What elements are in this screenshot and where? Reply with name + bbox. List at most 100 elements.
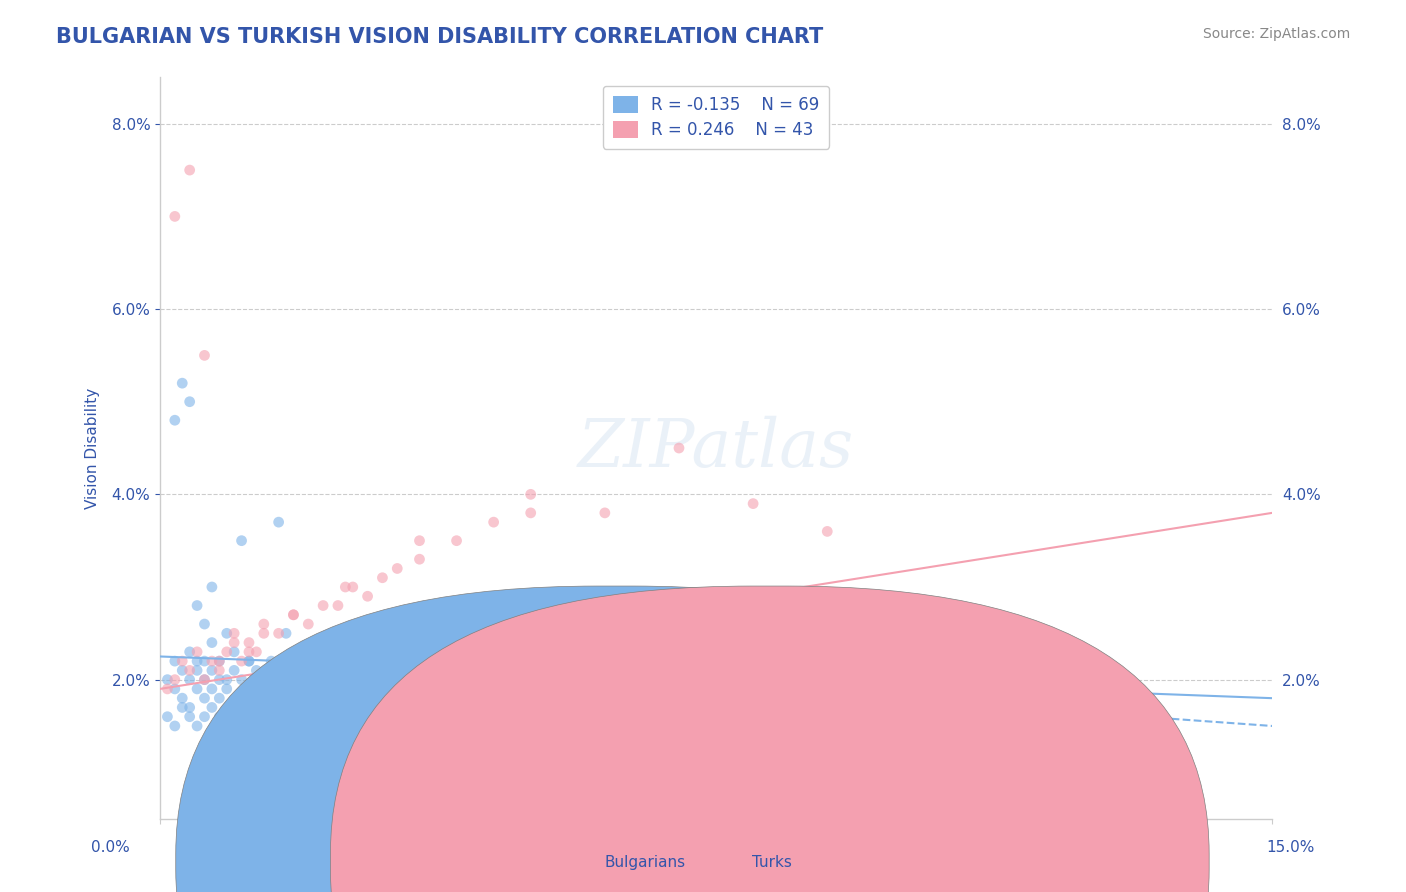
Point: [156, 673, 179, 687]
Point: [201, 681, 224, 696]
Point: [215, 681, 238, 696]
Point: [215, 673, 238, 687]
Point: [193, 709, 215, 723]
Point: [312, 691, 335, 706]
Point: [253, 626, 276, 640]
FancyBboxPatch shape: [176, 586, 1054, 892]
Point: [201, 664, 224, 678]
Point: [179, 163, 201, 178]
Point: [260, 654, 283, 668]
Point: [245, 645, 267, 659]
Point: [179, 394, 201, 409]
Point: [215, 719, 238, 733]
Point: [208, 654, 231, 668]
Point: [238, 691, 260, 706]
Point: [163, 681, 186, 696]
Point: [156, 709, 179, 723]
Point: [172, 691, 194, 706]
Point: [297, 617, 319, 632]
Point: [416, 654, 439, 668]
Point: [631, 654, 654, 668]
Point: [371, 664, 394, 678]
Point: [224, 626, 246, 640]
Text: Turks: Turks: [752, 855, 792, 870]
Point: [305, 673, 328, 687]
Point: [387, 673, 409, 687]
Point: [208, 654, 231, 668]
Point: [387, 561, 409, 575]
Point: [231, 654, 253, 668]
Point: [260, 691, 283, 706]
Point: [201, 580, 224, 594]
Point: [186, 599, 208, 613]
Point: [208, 691, 231, 706]
Point: [371, 571, 394, 585]
Point: [312, 599, 335, 613]
Point: [356, 645, 378, 659]
Point: [238, 645, 260, 659]
Point: [430, 664, 453, 678]
Point: [267, 626, 290, 640]
Point: [163, 413, 186, 427]
Point: [179, 645, 201, 659]
Point: [208, 664, 231, 678]
Point: [408, 552, 430, 566]
Point: [193, 654, 215, 668]
Point: [231, 533, 253, 548]
Point: [742, 497, 765, 511]
Point: [283, 664, 305, 678]
FancyBboxPatch shape: [330, 586, 1209, 892]
Point: [186, 664, 208, 678]
Point: [186, 645, 208, 659]
Point: [815, 524, 838, 539]
Point: [215, 626, 238, 640]
Y-axis label: Vision Disability: Vision Disability: [86, 387, 100, 508]
Point: [335, 580, 357, 594]
Point: [253, 617, 276, 632]
Point: [408, 533, 430, 548]
Point: [208, 709, 231, 723]
Point: [172, 376, 194, 391]
Point: [297, 645, 319, 659]
Point: [193, 617, 215, 632]
Legend: R = -0.135    N = 69, R = 0.246    N = 43: R = -0.135 N = 69, R = 0.246 N = 43: [603, 86, 830, 149]
Point: [326, 599, 349, 613]
Point: [224, 664, 246, 678]
Text: Bulgarians: Bulgarians: [605, 855, 686, 870]
Point: [201, 654, 224, 668]
Point: [290, 681, 312, 696]
Point: [186, 719, 208, 733]
Point: [208, 673, 231, 687]
Point: [156, 681, 179, 696]
Point: [238, 654, 260, 668]
Point: [179, 700, 201, 714]
Text: 0.0%: 0.0%: [91, 840, 131, 855]
Point: [283, 607, 305, 622]
Point: [179, 673, 201, 687]
Point: [335, 681, 357, 696]
Point: [267, 515, 290, 529]
Point: [349, 673, 371, 687]
Point: [342, 580, 364, 594]
Text: 15.0%: 15.0%: [1267, 840, 1315, 855]
Point: [172, 700, 194, 714]
Point: [193, 348, 215, 362]
Point: [193, 691, 215, 706]
Point: [193, 673, 215, 687]
Point: [342, 664, 364, 678]
Point: [179, 664, 201, 678]
Point: [482, 515, 505, 529]
Point: [519, 487, 541, 501]
Point: [224, 709, 246, 723]
Point: [593, 506, 616, 520]
Point: [253, 673, 276, 687]
Point: [224, 645, 246, 659]
Point: [401, 681, 423, 696]
Point: [172, 654, 194, 668]
Point: [519, 506, 541, 520]
Point: [326, 654, 349, 668]
Point: [186, 681, 208, 696]
Point: [163, 673, 186, 687]
Point: [238, 654, 260, 668]
Point: [163, 210, 186, 224]
